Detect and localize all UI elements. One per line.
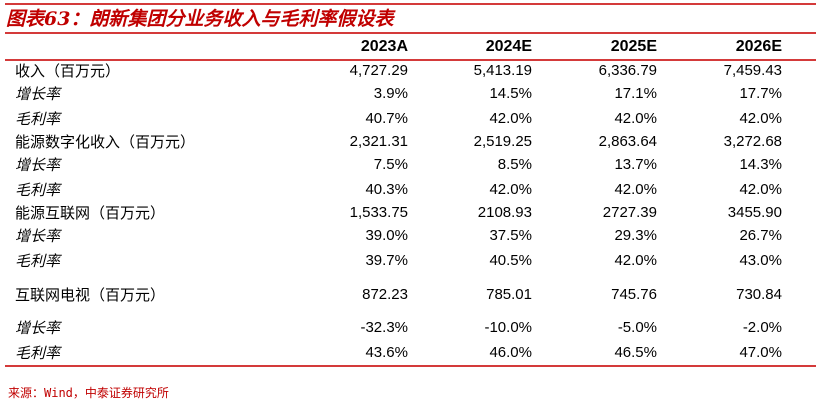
table-row: 互联网电视（百万元） 872.23 785.01 745.76 730.84 — [5, 273, 816, 315]
cell-value: 17.1% — [614, 85, 657, 102]
column-header: 2026E — [735, 38, 782, 55]
column-header: 2023A — [360, 38, 408, 55]
cell-value: 37.5% — [489, 227, 532, 244]
table-row: 能源互联网（百万元） 1,533.75 2108.93 2727.39 3455.90 — [5, 202, 816, 223]
table-row: 毛利率 43.6% 46.0% 46.5% 47.0% — [5, 340, 816, 365]
cell-value: 872.23 — [362, 285, 408, 303]
row-label: 增长率 — [15, 156, 61, 174]
cell-value: 17.7% — [739, 85, 782, 102]
table-row: 毛利率 40.7% 42.0% 42.0% 42.0% — [5, 106, 816, 131]
cell-value: 43.0% — [739, 252, 782, 269]
cell-value: 40.5% — [489, 252, 532, 269]
cell-value: 42.0% — [739, 181, 782, 198]
cell-value: 40.3% — [365, 181, 408, 198]
row-label: 增长率 — [15, 319, 61, 337]
cell-value: 13.7% — [614, 156, 657, 173]
row-label: 能源数字化收入（百万元） — [15, 133, 196, 151]
row-label: 增长率 — [15, 85, 61, 103]
row-label: 收入（百万元） — [15, 62, 121, 80]
cell-value: -5.0% — [617, 319, 657, 336]
cell-value: 42.0% — [489, 181, 532, 198]
figure-title: 图表63：朗新集团分业务收入与毛利率假设表 — [6, 8, 394, 30]
table-row: 能源数字化收入（百万元） 2,321.31 2,519.25 2,863.64 3,27… — [5, 131, 816, 152]
column-header — [5, 34, 288, 60]
cell-value: 43.6% — [365, 344, 408, 361]
cell-value: 785.01 — [486, 285, 532, 303]
table-row: 收入（百万元） 4,727.29 5,413.19 6,336.79 7,459.43 — [5, 60, 816, 81]
table-row: 增长率 39.0% 37.5% 29.3% 26.7% — [5, 223, 816, 248]
row-label: 毛利率 — [15, 252, 61, 270]
table-row: 增长率 -32.3% -10.0% -5.0% -2.0% — [5, 315, 816, 340]
column-header: 2024E — [485, 38, 532, 55]
cell-value: 42.0% — [614, 252, 657, 269]
cell-value: 3,272.68 — [723, 133, 782, 150]
row-label: 能源互联网（百万元） — [15, 204, 166, 222]
row-label: 毛利率 — [15, 110, 61, 128]
cell-value: 8.5% — [497, 156, 532, 173]
cell-value: 4,727.29 — [349, 62, 408, 79]
bottom-rule — [5, 365, 816, 367]
cell-value: 46.5% — [614, 344, 657, 361]
cell-value: 39.7% — [365, 252, 408, 269]
header-row: 2023A 2024E 2025E 2026E — [5, 34, 816, 60]
cell-value: 42.0% — [614, 181, 657, 198]
cell-value: 3455.90 — [727, 204, 782, 221]
table-row: 毛利率 39.7% 40.5% 42.0% 43.0% — [5, 248, 816, 273]
cell-value: 40.7% — [365, 110, 408, 127]
cell-value: 39.0% — [365, 227, 408, 244]
table-row: 增长率 7.5% 8.5% 13.7% 14.3% — [5, 152, 816, 177]
cell-value: 3.9% — [373, 85, 408, 102]
cell-value: 2,321.31 — [349, 133, 408, 150]
cell-value: 14.5% — [489, 85, 532, 102]
cell-value: 26.7% — [739, 227, 782, 244]
cell-value: 42.0% — [614, 110, 657, 127]
cell-value: 46.0% — [489, 344, 532, 361]
table-row: 增长率 3.9% 14.5% 17.1% 17.7% — [5, 81, 816, 106]
cell-value: 7.5% — [373, 156, 408, 173]
header-rule — [5, 59, 816, 61]
cell-value: 7,459.43 — [723, 62, 782, 79]
cell-value: -10.0% — [484, 319, 532, 336]
cell-value: 2108.93 — [477, 204, 532, 221]
cell-value: -2.0% — [742, 319, 782, 336]
column-header: 2025E — [610, 38, 657, 55]
cell-value: 2,863.64 — [598, 133, 657, 150]
source-note: 来源：Wind，中泰证券研究所 — [8, 386, 169, 400]
row-label: 增长率 — [15, 227, 61, 245]
row-label: 毛利率 — [15, 181, 61, 199]
table-row: 毛利率 40.3% 42.0% 42.0% 42.0% — [5, 177, 816, 202]
cell-value: 745.76 — [611, 285, 657, 303]
data-table: 2023A 2024E 2025E 2026E 收入（百万元） 4,727.29 5,413… — [5, 34, 816, 365]
cell-value: -32.3% — [360, 319, 408, 336]
cell-value: 14.3% — [739, 156, 782, 173]
cell-value: 42.0% — [489, 110, 532, 127]
cell-value: 6,336.79 — [598, 62, 657, 79]
cell-value: 2,519.25 — [473, 133, 532, 150]
cell-value: 1,533.75 — [349, 204, 408, 221]
cell-value: 5,413.19 — [473, 62, 532, 79]
cell-value: 2727.39 — [602, 204, 657, 221]
title-rule — [5, 32, 816, 34]
cell-value: 29.3% — [614, 227, 657, 244]
cell-value: 730.84 — [736, 285, 782, 303]
top-rule — [5, 3, 816, 5]
row-label: 毛利率 — [15, 344, 61, 362]
cell-value: 42.0% — [739, 110, 782, 127]
row-label: 互联网电视（百万元） — [15, 285, 166, 304]
cell-value: 47.0% — [739, 344, 782, 361]
